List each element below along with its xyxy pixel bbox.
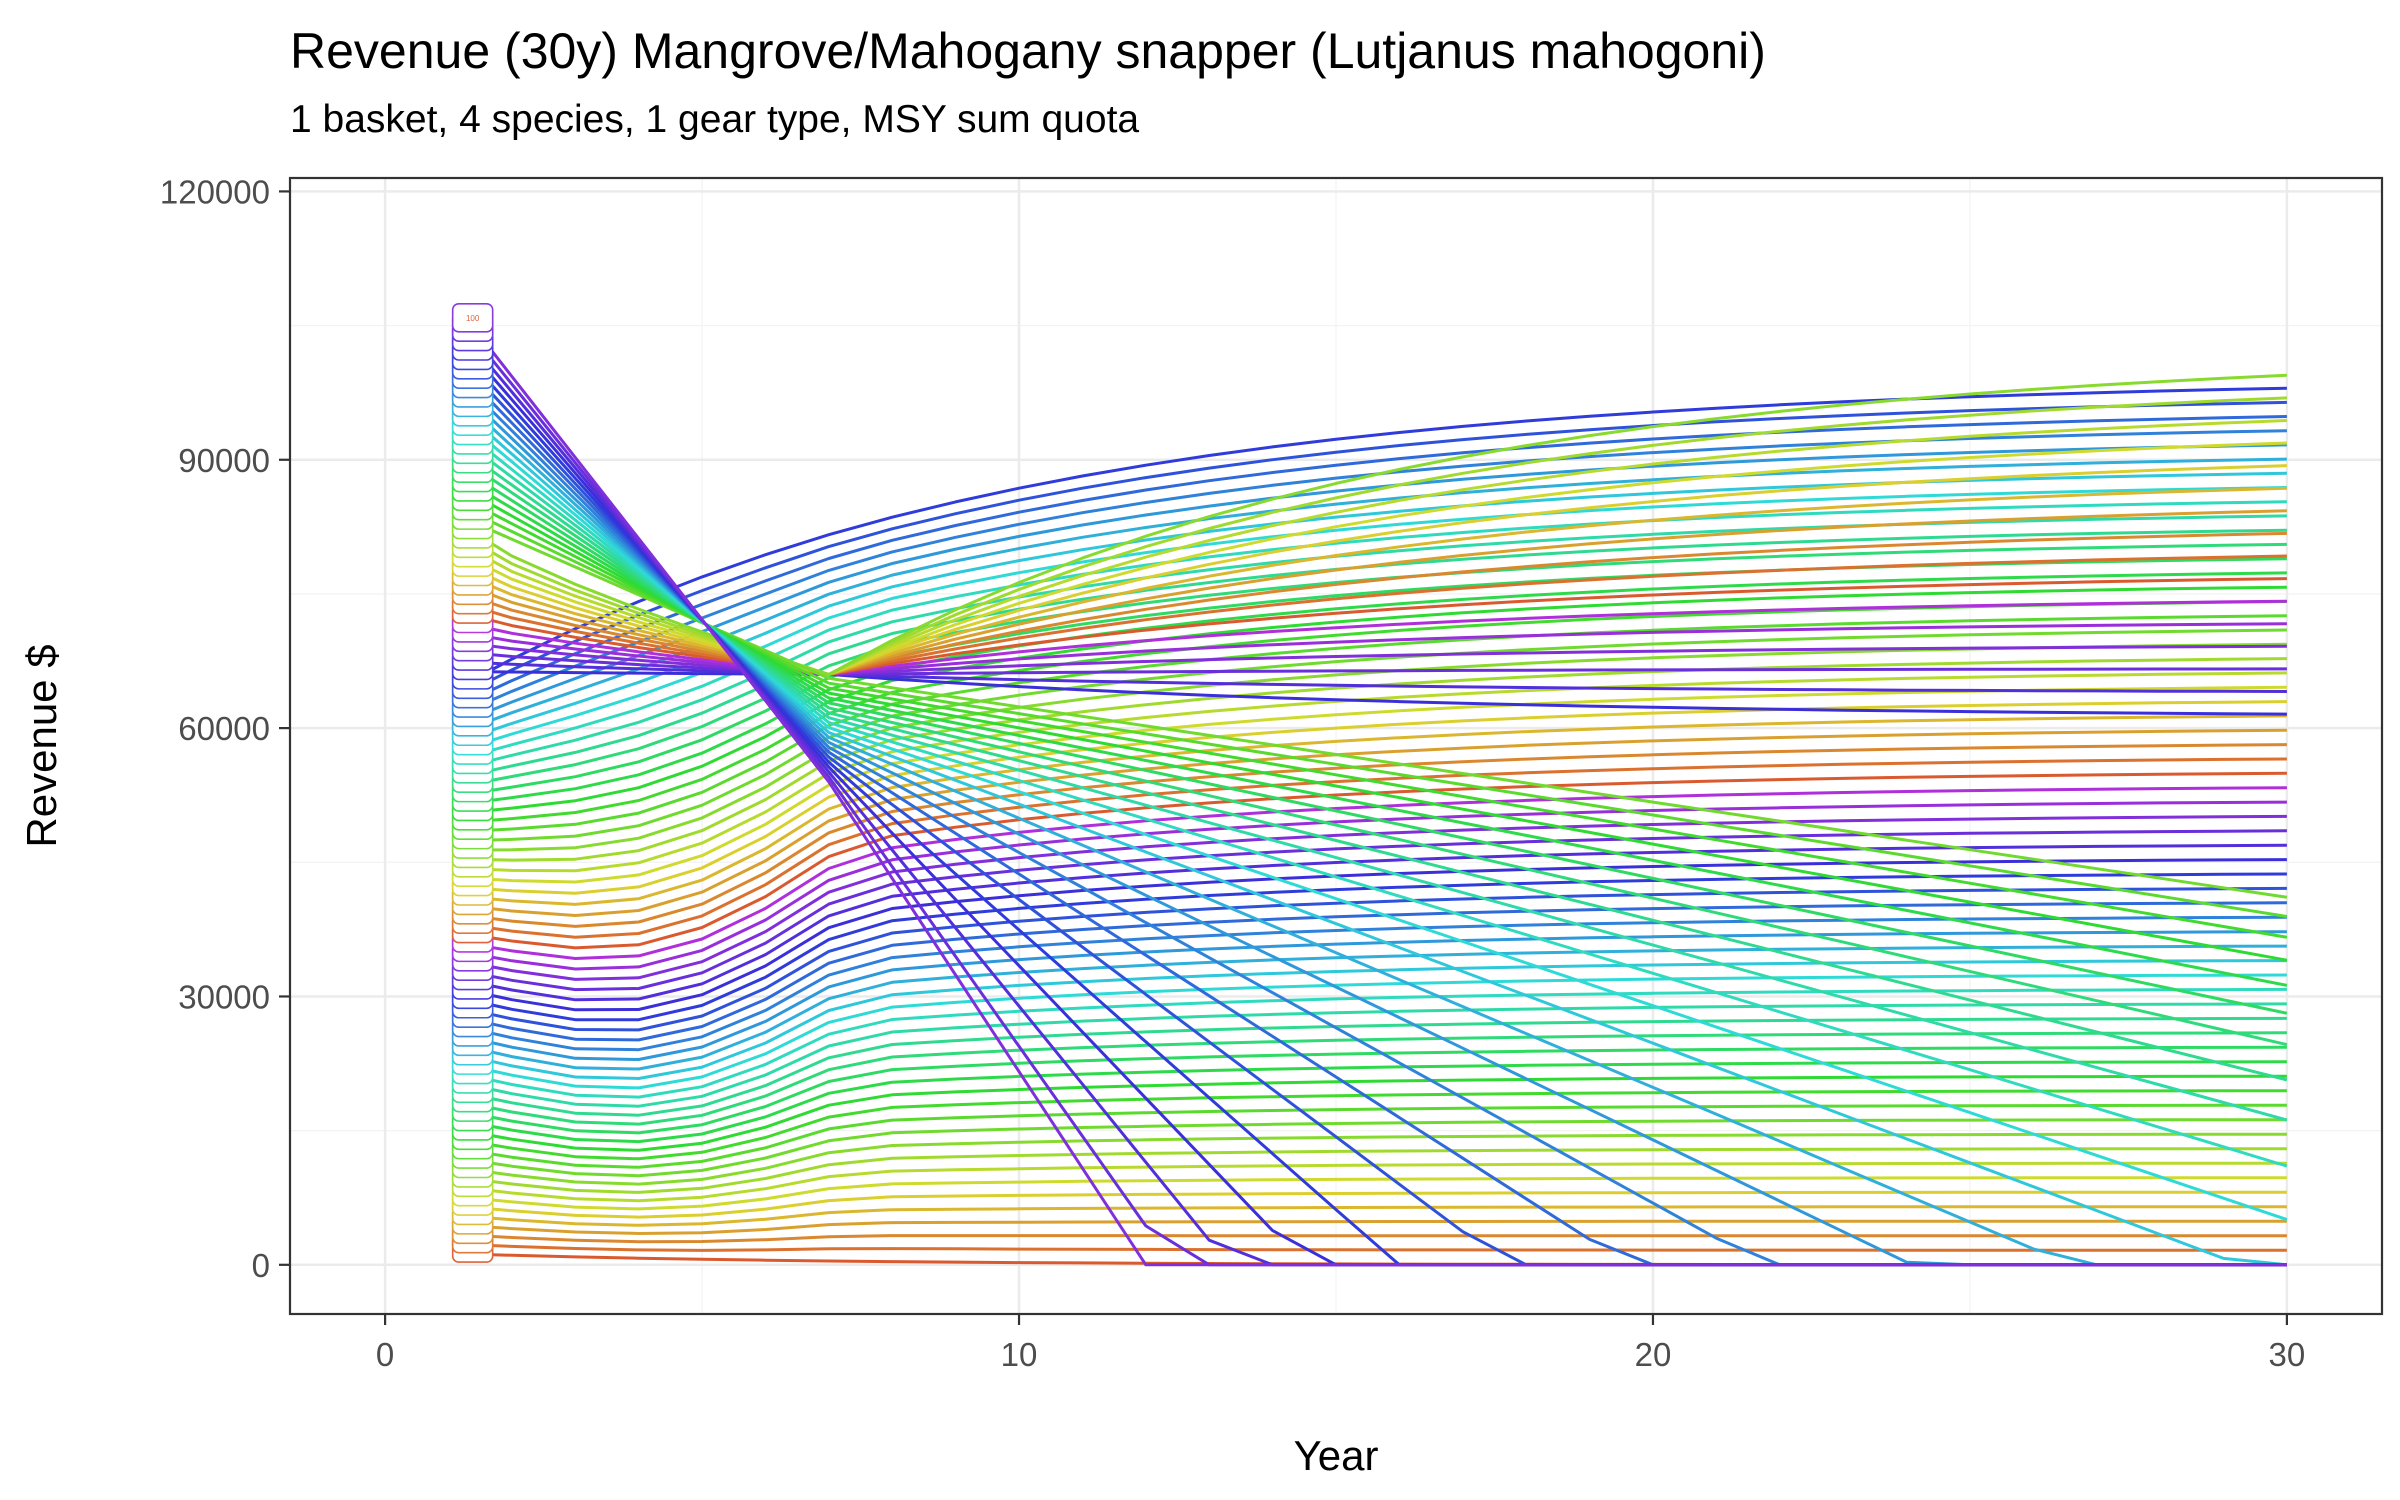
series-line bbox=[469, 322, 2287, 1267]
series-line bbox=[470, 843, 2287, 1002]
x-tick-label: 0 bbox=[376, 1336, 394, 1373]
y-tick-label: 60000 bbox=[178, 710, 270, 747]
series-line bbox=[470, 814, 2287, 981]
series-line bbox=[469, 454, 2288, 1082]
series-line bbox=[470, 457, 2287, 730]
series-line bbox=[469, 491, 2288, 962]
series-line bbox=[470, 1219, 2287, 1235]
series-line bbox=[470, 1243, 2287, 1252]
series-line bbox=[470, 1205, 2287, 1227]
series-line bbox=[469, 444, 2288, 1122]
series-label-text: 100 bbox=[466, 314, 480, 323]
series-line bbox=[470, 1161, 2287, 1203]
series-line bbox=[469, 463, 2288, 1047]
series-line bbox=[470, 987, 2287, 1099]
series-line bbox=[470, 1045, 2287, 1135]
series-line bbox=[470, 585, 2287, 814]
series-label-box bbox=[451, 303, 494, 333]
series-line bbox=[470, 400, 2287, 692]
series-line bbox=[470, 1132, 2287, 1186]
series-line bbox=[470, 614, 2287, 833]
series-labels: 100 bbox=[451, 303, 494, 1263]
series-line bbox=[470, 571, 2287, 805]
series-line bbox=[470, 1074, 2287, 1152]
chart-subtitle: 1 basket, 4 species, 1 gear type, MSY su… bbox=[290, 98, 1140, 141]
y-axis-title: Revenue $ bbox=[18, 644, 65, 847]
series-line bbox=[470, 1060, 2287, 1144]
series-line bbox=[470, 1118, 2287, 1178]
series-line bbox=[470, 743, 2287, 928]
series-line bbox=[470, 471, 2287, 739]
series-line bbox=[470, 800, 2287, 971]
series-line bbox=[470, 1190, 2287, 1219]
series-line bbox=[470, 886, 2287, 1032]
series-line bbox=[470, 786, 2287, 960]
series-line bbox=[470, 500, 2288, 939]
y-tick-label: 30000 bbox=[178, 978, 270, 1015]
series-line bbox=[470, 519, 2288, 899]
series-line bbox=[470, 858, 2287, 1012]
series-lines bbox=[469, 322, 2288, 1267]
series-line bbox=[469, 386, 2287, 683]
series-line bbox=[470, 1031, 2287, 1126]
series-line bbox=[470, 1002, 2287, 1108]
x-axis-title: Year bbox=[1294, 1432, 1379, 1479]
series-line bbox=[470, 415, 2287, 702]
series-line bbox=[470, 1176, 2287, 1211]
axes: 0 10 20 30 0 30000 60000 90000 120000 bbox=[160, 173, 2305, 1373]
series-line bbox=[470, 1089, 2287, 1161]
series-line bbox=[470, 1252, 2287, 1267]
x-tick-label: 30 bbox=[2269, 1336, 2306, 1373]
series-line bbox=[470, 714, 2287, 906]
y-tick-label: 120000 bbox=[160, 173, 270, 210]
series-line bbox=[469, 472, 2288, 1015]
plot-frame bbox=[288, 176, 2384, 1316]
series-line bbox=[469, 482, 2288, 987]
series-line bbox=[470, 872, 2287, 1022]
series-line bbox=[470, 510, 2288, 918]
series-line bbox=[470, 1103, 2287, 1169]
x-tick-label: 10 bbox=[1001, 1336, 1038, 1373]
series-line bbox=[470, 771, 2287, 950]
x-tick-label: 20 bbox=[1635, 1336, 1672, 1373]
series-line bbox=[470, 930, 2287, 1061]
series-line bbox=[469, 435, 2288, 1168]
chart-title: Revenue (30y) Mangrove/Mahogany snapper … bbox=[290, 23, 1766, 79]
series-line bbox=[470, 728, 2287, 917]
series-line bbox=[470, 915, 2287, 1052]
series-line bbox=[470, 628, 2287, 843]
series-line bbox=[470, 443, 2287, 720]
y-tick-label: 90000 bbox=[178, 442, 270, 479]
series-line bbox=[470, 959, 2287, 1080]
series-line bbox=[470, 1147, 2287, 1194]
series-line bbox=[470, 973, 2287, 1090]
series-line bbox=[470, 1016, 2287, 1117]
series-line bbox=[470, 700, 2287, 895]
y-tick-label: 0 bbox=[252, 1247, 270, 1284]
